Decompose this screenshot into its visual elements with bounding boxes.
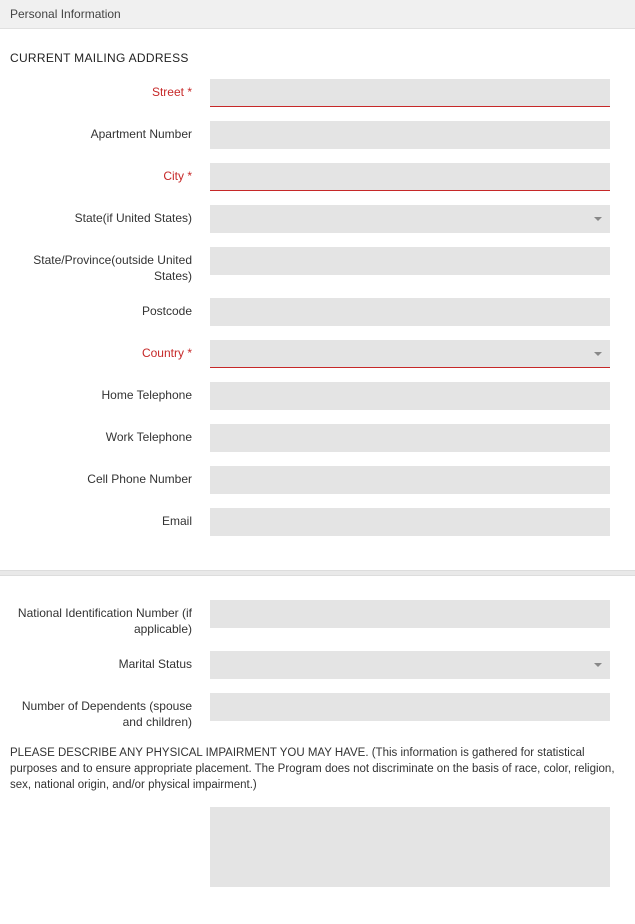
section-additional-info: National Identification Number (if appli…	[0, 576, 635, 924]
impairment-note: PLEASE DESCRIBE ANY PHYSICAL IMPAIRMENT …	[10, 745, 625, 793]
row-marital: Marital Status	[10, 651, 625, 679]
row-email: Email	[10, 508, 625, 536]
label-state-us: State(if United States)	[10, 205, 210, 227]
label-cell-phone: Cell Phone Number	[10, 466, 210, 488]
label-city: City *	[10, 163, 210, 185]
textarea-impairment[interactable]	[210, 807, 610, 887]
row-street: Street *	[10, 79, 625, 107]
input-state-other[interactable]	[210, 247, 610, 275]
row-state-us: State(if United States)	[10, 205, 625, 233]
select-marital-inner[interactable]	[218, 655, 602, 674]
panel-header: Personal Information	[0, 0, 635, 29]
input-nin[interactable]	[210, 600, 610, 628]
label-impairment-spacer	[10, 807, 210, 813]
select-country-inner[interactable]	[218, 344, 602, 363]
chevron-down-icon	[594, 663, 602, 667]
label-country: Country *	[10, 340, 210, 362]
row-impairment	[10, 807, 625, 890]
chevron-down-icon	[594, 217, 602, 221]
row-state-other: State/Province(outside United States)	[10, 247, 625, 284]
select-state-us[interactable]	[210, 205, 610, 233]
chevron-down-icon	[594, 352, 602, 356]
label-apartment: Apartment Number	[10, 121, 210, 143]
input-work-phone[interactable]	[210, 424, 610, 452]
input-dependents[interactable]	[210, 693, 610, 721]
row-country: Country *	[10, 340, 625, 368]
label-email: Email	[10, 508, 210, 530]
label-work-phone: Work Telephone	[10, 424, 210, 446]
input-cell-phone[interactable]	[210, 466, 610, 494]
row-postcode: Postcode	[10, 298, 625, 326]
row-home-phone: Home Telephone	[10, 382, 625, 410]
input-apartment[interactable]	[210, 121, 610, 149]
label-street: Street *	[10, 79, 210, 101]
input-city[interactable]	[210, 163, 610, 191]
row-nin: National Identification Number (if appli…	[10, 600, 625, 637]
input-street[interactable]	[210, 79, 610, 107]
label-home-phone: Home Telephone	[10, 382, 210, 404]
label-nin: National Identification Number (if appli…	[10, 600, 210, 637]
section-mailing-address: CURRENT MAILING ADDRESS Street * Apartme…	[0, 29, 635, 570]
row-apartment: Apartment Number	[10, 121, 625, 149]
input-home-phone[interactable]	[210, 382, 610, 410]
row-city: City *	[10, 163, 625, 191]
select-state-us-inner[interactable]	[218, 209, 602, 228]
input-email[interactable]	[210, 508, 610, 536]
panel-title: Personal Information	[10, 7, 121, 21]
row-cell-phone: Cell Phone Number	[10, 466, 625, 494]
label-postcode: Postcode	[10, 298, 210, 320]
label-marital: Marital Status	[10, 651, 210, 673]
label-state-other: State/Province(outside United States)	[10, 247, 210, 284]
select-marital[interactable]	[210, 651, 610, 679]
select-country[interactable]	[210, 340, 610, 368]
row-work-phone: Work Telephone	[10, 424, 625, 452]
section-title-mailing: CURRENT MAILING ADDRESS	[10, 51, 625, 65]
input-postcode[interactable]	[210, 298, 610, 326]
row-dependents: Number of Dependents (spouse and childre…	[10, 693, 625, 730]
label-dependents: Number of Dependents (spouse and childre…	[10, 693, 210, 730]
